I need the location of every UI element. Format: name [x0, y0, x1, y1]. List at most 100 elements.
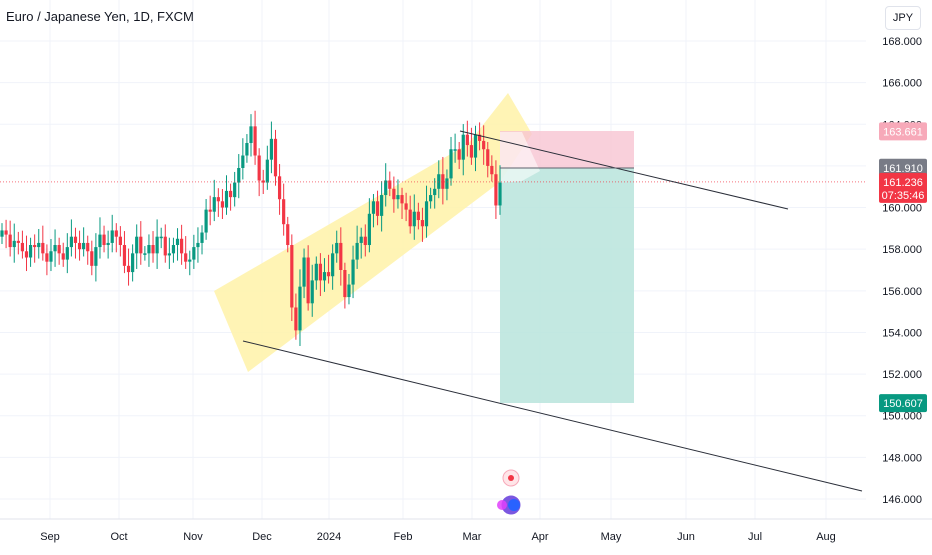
- y-tick-label: 152.000: [882, 369, 922, 381]
- candle-body: [249, 126, 253, 144]
- x-tick-label: Aug: [816, 531, 836, 543]
- candle-body: [228, 190, 233, 198]
- candle-body: [0, 230, 4, 237]
- candle-body: [433, 188, 437, 196]
- y-tick-label: 158.000: [882, 244, 922, 256]
- event-markers[interactable]: [497, 469, 522, 516]
- candle-body: [4, 230, 8, 235]
- x-tick-label: Feb: [394, 531, 413, 543]
- candle-body: [77, 242, 82, 250]
- candle-body: [122, 245, 127, 266]
- event-dot-icon: [508, 475, 514, 481]
- candle-body: [277, 176, 282, 200]
- candle-body: [486, 149, 490, 166]
- candle-body: [302, 257, 306, 287]
- price-label-current-text: 161.236: [883, 177, 923, 189]
- candle-body: [143, 253, 147, 255]
- candle-body: [167, 253, 171, 256]
- x-tick-label: Dec: [252, 531, 272, 543]
- candle-body: [318, 263, 322, 281]
- candle-body: [12, 240, 16, 248]
- candle-body: [41, 242, 45, 254]
- candle-body: [33, 245, 37, 248]
- candle-body: [196, 242, 200, 248]
- candle-body: [396, 195, 400, 200]
- candle-body: [294, 307, 298, 331]
- y-tick-label: 146.000: [882, 494, 922, 506]
- price-label-current-countdown: 07:35:46: [882, 190, 925, 202]
- x-axis[interactable]: Sep Oct Nov Dec 2024 Feb Mar Apr May Jun Jul Aug: [40, 531, 836, 543]
- globe-icon: [508, 499, 520, 511]
- chart-title: Euro / Japanese Yen, 1D, FXCM: [6, 9, 194, 24]
- candle-body: [286, 224, 290, 246]
- candle-body: [45, 253, 49, 262]
- candle-body: [257, 155, 261, 181]
- upper-trendline: [459, 130, 789, 210]
- candle-body: [131, 253, 135, 273]
- candle-body: [200, 232, 204, 243]
- y-tick-label: 154.000: [882, 327, 922, 339]
- candle-body: [339, 242, 343, 270]
- candle-body: [343, 270, 347, 298]
- x-tick-label: Mar: [463, 531, 482, 543]
- y-tick-label: 166.000: [882, 78, 922, 90]
- candle-body: [482, 140, 486, 150]
- candle-body: [188, 259, 192, 262]
- candle-body: [335, 242, 339, 254]
- candle-body: [465, 134, 469, 146]
- price-label-stop-text: 150.607: [883, 398, 923, 410]
- candle-body: [53, 245, 57, 252]
- candles: [0, 110, 502, 346]
- y-tick-label: 150.000: [882, 411, 922, 423]
- candle-body: [326, 272, 331, 277]
- candle-body: [220, 201, 225, 208]
- candle-body: [477, 134, 482, 141]
- candle-body: [253, 126, 257, 156]
- candle-body: [392, 188, 396, 200]
- price-label-target: [879, 122, 927, 141]
- candle-body: [24, 251, 29, 258]
- currency-button[interactable]: JPY: [885, 6, 921, 30]
- candle-body: [453, 149, 457, 151]
- x-tick-label: May: [601, 531, 622, 543]
- candle-body: [265, 159, 269, 183]
- candle-body: [49, 251, 53, 262]
- stop-zone: [500, 168, 634, 403]
- price-label-stop: [879, 394, 927, 413]
- y-tick-label: 160.000: [882, 203, 922, 215]
- candle-body: [322, 272, 327, 281]
- candle-body: [102, 234, 106, 246]
- candle-body: [498, 182, 502, 206]
- candle-body: [151, 245, 155, 254]
- candle-body: [469, 145, 474, 158]
- candle-body: [490, 165, 494, 175]
- candle-body: [37, 242, 41, 248]
- candle-body: [224, 190, 229, 208]
- y-tick-label: 156.000: [882, 286, 922, 298]
- candle-body: [420, 220, 425, 227]
- candle-body: [180, 238, 184, 254]
- candle-body: [61, 253, 65, 260]
- candle-body: [359, 236, 363, 243]
- candle-body: [65, 247, 69, 260]
- candle-body: [494, 174, 498, 206]
- candle-body: [204, 209, 208, 233]
- candle-body: [69, 236, 73, 248]
- candle-body: [380, 195, 384, 216]
- candle-body: [282, 199, 286, 225]
- candle-body: [416, 211, 420, 221]
- x-tick-label: Apr: [531, 531, 548, 543]
- candle-body: [208, 209, 212, 212]
- candle-body: [126, 265, 131, 273]
- candle-body: [57, 245, 61, 254]
- candle-body: [298, 286, 302, 331]
- candle-body: [139, 236, 143, 254]
- y-axis[interactable]: 168.000166.000164.000162.000160.000158.0…: [882, 36, 922, 506]
- rocket-icon: [497, 500, 507, 510]
- x-tick-label: Nov: [183, 531, 203, 543]
- candle-body: [400, 195, 404, 204]
- candle-body: [155, 236, 159, 254]
